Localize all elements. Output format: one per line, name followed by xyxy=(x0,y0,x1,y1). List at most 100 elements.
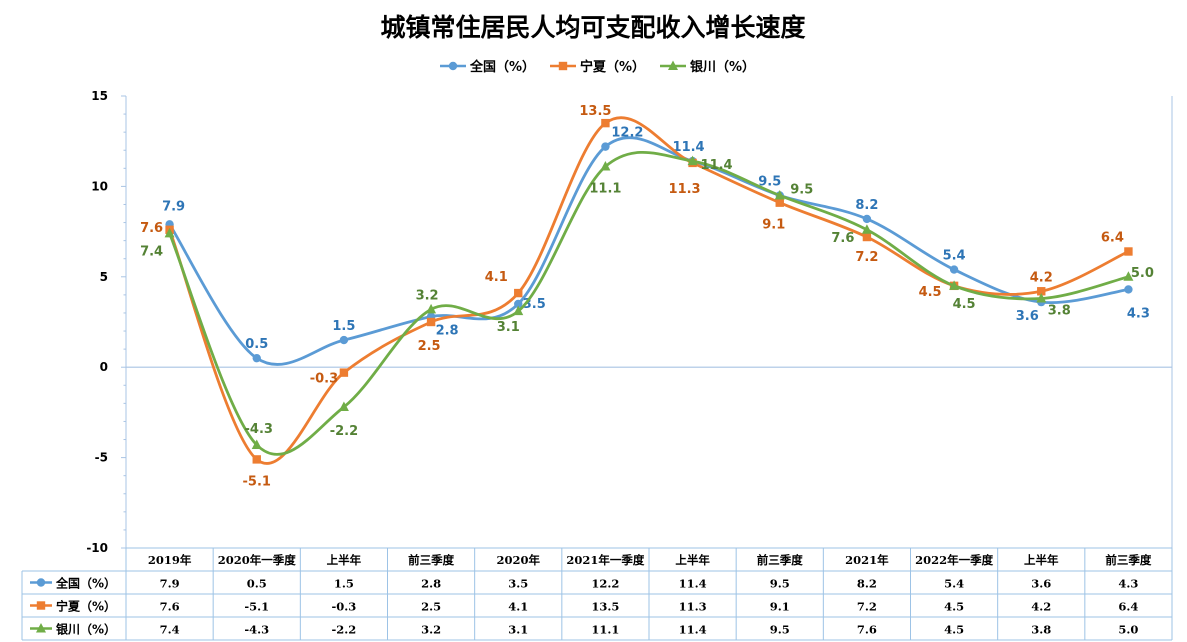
series-2-point-11 xyxy=(1037,287,1046,296)
series-3-data-label-8: 9.5 xyxy=(790,182,813,197)
series-3-data-label-10: 4.5 xyxy=(953,297,976,312)
series-3-point-5 xyxy=(513,305,524,316)
series-1-data-label-2: 0.5 xyxy=(245,337,268,352)
series-2-data-label-5: 4.1 xyxy=(485,270,508,285)
series-2-data-label-6: 13.5 xyxy=(579,104,611,119)
series-1-point-5 xyxy=(514,299,523,309)
series-3-point-1 xyxy=(164,227,175,238)
series-3-point-9 xyxy=(861,224,872,234)
table-cell: 3.6 xyxy=(1031,577,1051,591)
series-2-point-4 xyxy=(426,317,436,327)
table-legend-marker-1 xyxy=(36,578,46,587)
series-1-data-label-11: 3.6 xyxy=(1016,309,1039,324)
y-tick-label: 0 xyxy=(100,360,108,374)
series-1: 7.90.51.5 2.83.512.211.49.58.25.43.6 4.3 xyxy=(162,126,1150,366)
series-2-data-label-9: 7.2 xyxy=(855,250,878,265)
category-label: 上半年 xyxy=(327,553,362,567)
series-2-point-3 xyxy=(339,368,349,377)
table-cell: 11.3 xyxy=(679,600,707,614)
category-label: 前三季度 xyxy=(1105,553,1151,567)
series-1-data-label-12: 4.3 xyxy=(1127,306,1150,321)
category-label: 2021年 xyxy=(845,553,889,567)
legend-label-1: 全国（%） xyxy=(469,59,535,75)
series-1-data-label-4: 2.8 xyxy=(436,324,459,339)
series-2-point-2 xyxy=(252,455,261,464)
table-cell: 7.6 xyxy=(857,623,877,637)
series-3-data-label-4: 3.2 xyxy=(416,288,439,303)
series-2-point-12 xyxy=(1124,247,1133,256)
series-3-data-label-11: 3.8 xyxy=(1048,303,1071,318)
series-1-data-label-7: 11.4 xyxy=(673,140,705,155)
legend-marker-3 xyxy=(668,60,678,70)
table-cell: 7.6 xyxy=(160,600,180,614)
y-tick-label: -10 xyxy=(86,541,108,555)
y-tick-label: -5 xyxy=(95,451,108,465)
table-cell: -2.2 xyxy=(332,623,357,637)
series-3-data-label-2: -4.3 xyxy=(245,422,273,437)
category-label: 前三季度 xyxy=(408,553,454,567)
series-1-point-10 xyxy=(949,265,959,274)
series-2: 7.6 -5.1 -0.3 2.5 4.1 13.5 11.3 9.1 7.2 4.5 4.2 6.4 xyxy=(140,104,1133,489)
series-3-data-label-1: 7.4 xyxy=(140,244,163,259)
series-3-point-10 xyxy=(949,280,960,290)
series-3-data-label-5: 3.1 xyxy=(497,320,520,335)
table-cell: 2.8 xyxy=(421,577,441,591)
series-1-data-label-10: 5.4 xyxy=(943,249,966,264)
table-cell: -4.3 xyxy=(244,623,269,637)
series-line-3 xyxy=(168,150,1130,456)
table-cell: 9.5 xyxy=(770,623,790,637)
series-line-1 xyxy=(168,136,1130,366)
series-2-point-9 xyxy=(862,232,872,242)
series-3-data-label-6: 11.1 xyxy=(589,182,621,197)
y-tick-label: 5 xyxy=(100,270,108,284)
table-cell: 12.2 xyxy=(591,577,619,591)
series-2-data-label-7: 11.3 xyxy=(669,182,701,197)
table-cell: 0.5 xyxy=(247,577,267,591)
legend-label-3: 银川（%） xyxy=(690,59,755,75)
series-3-point-11 xyxy=(1036,292,1047,303)
category-label: 上半年 xyxy=(1024,553,1059,567)
category-label: 上半年 xyxy=(675,553,710,567)
series-3-point-4 xyxy=(426,303,437,314)
series-3-data-label-9: 7.6 xyxy=(831,231,854,246)
legend-marker-1 xyxy=(448,61,458,71)
legend: 全国（%） 宁夏（%） 银川（%） xyxy=(440,59,755,75)
series-3-data-label-7: 11.4 xyxy=(701,158,733,173)
table-legend-marker-3 xyxy=(36,623,46,633)
series-3-point-12 xyxy=(1123,271,1134,281)
category-label: 2020年一季度 xyxy=(218,553,297,567)
series-2-data-label-2: -5.1 xyxy=(243,474,271,489)
table-cell: 1.5 xyxy=(334,577,354,591)
table-cell: 4.5 xyxy=(944,600,964,614)
data-table: 2019年 2020年一季度 上半年 前三季度 2020年 2021年一季度 上半年 前三季度… xyxy=(21,547,1173,641)
table-row-label-2: 宁夏（%） xyxy=(56,599,116,614)
series-3-point-7 xyxy=(687,155,698,166)
category-label: 2021年一季度 xyxy=(566,553,645,567)
series-2-data-label-4: 2.5 xyxy=(418,339,441,354)
y-tick-label: 10 xyxy=(91,179,108,193)
table-cell: 3.1 xyxy=(508,623,528,637)
table-cell: -0.3 xyxy=(332,600,357,614)
table-cell: 4.5 xyxy=(944,623,964,637)
series-2-data-label-11: 4.2 xyxy=(1030,270,1053,285)
table-cell: 3.8 xyxy=(1031,623,1051,637)
series-1-data-label-9: 8.2 xyxy=(855,198,878,213)
series-line-2 xyxy=(168,116,1130,465)
series-1-point-2 xyxy=(252,353,261,363)
table-cell: 4.2 xyxy=(1031,600,1051,614)
table-cell: 5.4 xyxy=(944,577,964,591)
table-cell: 5.0 xyxy=(1118,623,1138,637)
table-cell: 2.5 xyxy=(421,600,441,614)
table-cell: 7.2 xyxy=(857,600,877,614)
table-cell: 4.3 xyxy=(1118,577,1138,591)
table-row-label-3: 银川（%） xyxy=(56,622,116,637)
table-cell: 3.5 xyxy=(508,577,528,591)
table-cell: 3.2 xyxy=(421,623,441,637)
table-cell: 11.4 xyxy=(679,577,707,591)
series-2-data-label-12: 6.4 xyxy=(1101,230,1124,245)
table-cell: 9.5 xyxy=(770,577,790,591)
series-3-point-6 xyxy=(600,161,611,171)
